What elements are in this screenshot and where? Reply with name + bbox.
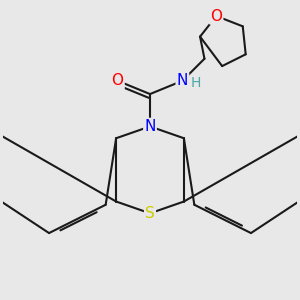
Text: S: S (145, 206, 155, 221)
Text: O: O (112, 73, 124, 88)
Text: N: N (144, 119, 156, 134)
Text: H: H (190, 76, 201, 90)
Text: N: N (177, 73, 188, 88)
Text: O: O (210, 8, 222, 23)
